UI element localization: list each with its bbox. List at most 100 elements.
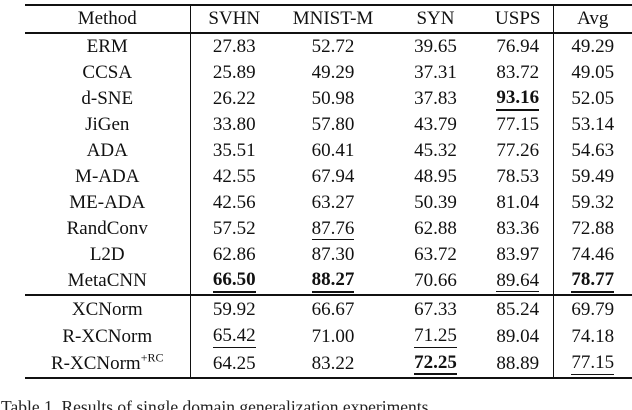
score-cell: 74.46: [552, 242, 632, 268]
score-cell: 37.31: [388, 60, 483, 86]
method-name: RandConv: [25, 216, 191, 242]
method-name: R-XCNorm: [25, 323, 191, 350]
score-value: 88.89: [496, 352, 540, 374]
score-value: 83.36: [496, 218, 540, 239]
score-value: 87.76: [311, 217, 355, 241]
method-name: d-SNE: [25, 86, 191, 112]
score-cell: 37.83: [388, 86, 483, 112]
score-cell: 69.79: [552, 294, 632, 323]
table-row: ADA 35.51 60.41 45.32 77.26 54.63: [25, 138, 632, 164]
score-value: 83.72: [496, 62, 540, 83]
table-row: R-XCNorm+RC 64.25 83.22 72.25 88.89 77.15: [25, 350, 632, 378]
table-header: Method SVHN MNIST-M SYN USPS Avg: [25, 5, 632, 34]
score-value: 59.92: [212, 298, 256, 320]
score-cell: 49.29: [552, 33, 632, 60]
score-value: 71.00: [311, 325, 355, 347]
col-header-syn: SYN: [388, 5, 483, 34]
col-header-avg: Avg: [552, 5, 632, 34]
method-name: ADA: [25, 138, 191, 164]
score-cell: 88.89: [483, 350, 553, 378]
score-value: 49.29: [311, 62, 355, 83]
score-value: 67.33: [414, 298, 457, 320]
score-value: 49.05: [571, 62, 615, 83]
score-cell: 87.76: [278, 216, 388, 242]
score-value: 62.88: [414, 218, 457, 239]
score-cell: 59.92: [190, 294, 278, 323]
score-cell: 59.49: [552, 164, 632, 190]
table-row: JiGen 33.80 57.80 43.79 77.15 53.14: [25, 112, 632, 138]
score-value: 54.63: [571, 140, 615, 161]
score-cell: 62.86: [190, 242, 278, 268]
table-row: CCSA 25.89 49.29 37.31 83.72 49.05: [25, 60, 632, 86]
score-value: 67.94: [311, 166, 355, 187]
score-cell: 53.14: [552, 112, 632, 138]
score-value: 88.27: [311, 270, 355, 293]
score-value: 62.86: [212, 244, 256, 265]
score-cell: 83.22: [278, 350, 388, 378]
score-cell: 74.18: [552, 323, 632, 350]
method-name: XCNorm: [25, 294, 191, 323]
score-cell: 54.63: [552, 138, 632, 164]
score-value: 77.15: [571, 352, 615, 375]
method-name: L2D: [25, 242, 191, 268]
score-cell: 78.77: [552, 268, 632, 295]
score-value: 87.30: [311, 244, 355, 265]
score-value: 83.22: [311, 352, 355, 374]
score-value: 78.53: [496, 166, 540, 187]
score-cell: 87.30: [278, 242, 388, 268]
score-cell: 83.72: [483, 60, 553, 86]
score-cell: 67.94: [278, 164, 388, 190]
score-cell: 89.04: [483, 323, 553, 350]
table-row: ERM 27.83 52.72 39.65 76.94 49.29: [25, 33, 632, 60]
method-name: JiGen: [25, 112, 191, 138]
score-value: 63.27: [311, 192, 355, 213]
score-value: 42.55: [212, 166, 256, 187]
header-row: Method SVHN MNIST-M SYN USPS Avg: [25, 5, 632, 34]
table-caption: Table 1. Results of single domain genera…: [1, 397, 433, 410]
score-value: 37.83: [414, 88, 457, 109]
score-value: 52.72: [311, 36, 355, 57]
score-value: 52.05: [571, 88, 615, 109]
score-value: 50.39: [414, 192, 457, 213]
score-value: 72.88: [571, 218, 615, 239]
score-cell: 67.33: [388, 294, 483, 323]
score-cell: 77.15: [552, 350, 632, 378]
score-cell: 50.98: [278, 86, 388, 112]
score-cell: 88.27: [278, 268, 388, 295]
score-value: 63.72: [414, 244, 457, 265]
score-cell: 71.00: [278, 323, 388, 350]
score-value: 77.26: [496, 140, 540, 161]
score-cell: 72.88: [552, 216, 632, 242]
score-cell: 66.67: [278, 294, 388, 323]
score-cell: 62.88: [388, 216, 483, 242]
score-value: 35.51: [212, 140, 256, 161]
score-value: 76.94: [496, 36, 540, 57]
score-cell: 70.66: [388, 268, 483, 295]
score-cell: 59.32: [552, 190, 632, 216]
score-value: 71.25: [414, 325, 457, 348]
score-cell: 50.39: [388, 190, 483, 216]
score-cell: 89.64: [483, 268, 553, 295]
score-value: 26.22: [212, 88, 256, 109]
score-value: 45.32: [414, 140, 457, 161]
score-cell: 45.32: [388, 138, 483, 164]
results-table: Method SVHN MNIST-M SYN USPS Avg ERM 27.8…: [25, 4, 632, 379]
score-value: 70.66: [414, 270, 457, 291]
score-cell: 48.95: [388, 164, 483, 190]
score-cell: 77.15: [483, 112, 553, 138]
score-value: 37.31: [414, 62, 457, 83]
score-cell: 93.16: [483, 86, 553, 112]
score-value: 60.41: [311, 140, 355, 161]
score-value: 81.04: [496, 192, 540, 213]
score-cell: 35.51: [190, 138, 278, 164]
method-name: R-XCNorm+RC: [25, 350, 191, 378]
score-cell: 77.26: [483, 138, 553, 164]
score-value: 57.52: [212, 218, 256, 239]
score-value: 66.50: [212, 270, 256, 293]
method-superscript: +RC: [140, 350, 164, 365]
score-cell: 27.83: [190, 33, 278, 60]
table-row: R-XCNorm 65.42 71.00 71.25 89.04 74.18: [25, 323, 632, 350]
score-cell: 63.72: [388, 242, 483, 268]
table-row: MetaCNN 66.50 88.27 70.66 89.64 78.77: [25, 268, 632, 295]
